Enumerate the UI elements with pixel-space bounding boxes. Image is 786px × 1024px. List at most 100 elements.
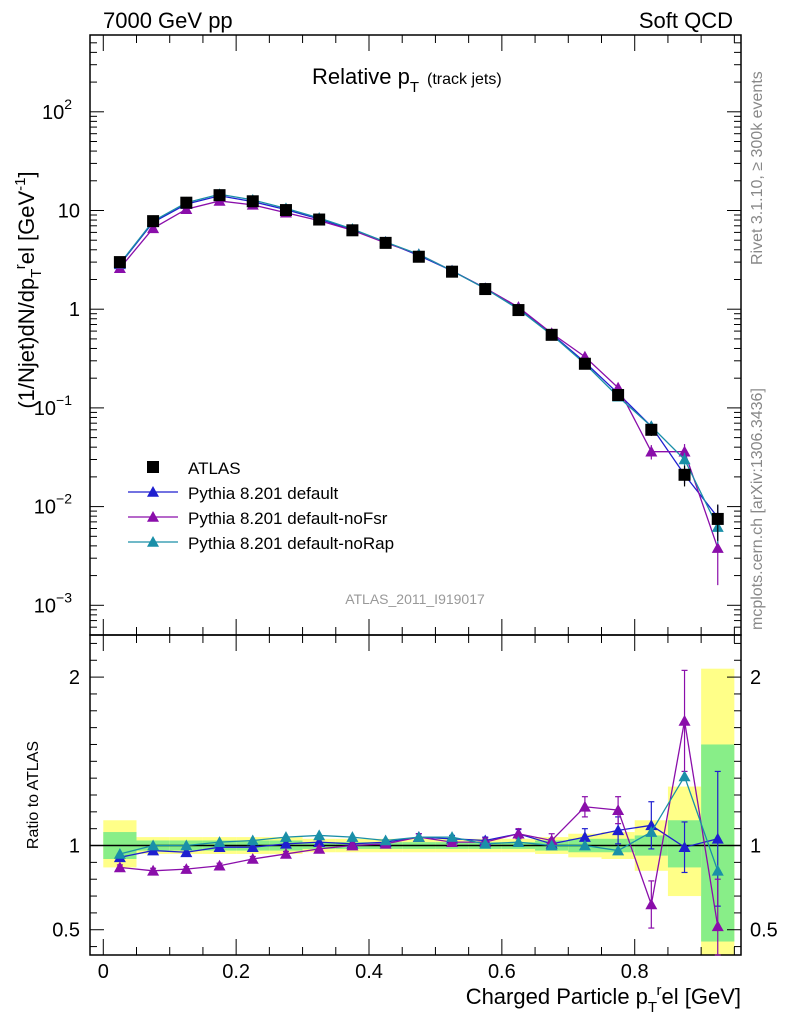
ratio-data-point-triangle (612, 824, 625, 836)
data-point-square (545, 328, 558, 341)
data-point-square (180, 196, 193, 209)
y-label-main: (1/Njet)dN/dp (14, 278, 39, 409)
y-label-sub: T (28, 269, 45, 278)
x-axis-label: Charged Particle pTrel [GeV] (466, 982, 741, 1016)
ratio-data-point-triangle (612, 804, 625, 815)
ratio-data-point-triangle (246, 834, 259, 846)
data-point-square (147, 215, 160, 228)
data-point-square (313, 213, 326, 226)
plot-title-main: Relative p (312, 64, 410, 89)
ratio-series-line (119, 720, 719, 927)
y-tick-label: 10 (58, 200, 80, 222)
data-point-square (446, 265, 459, 278)
ratio-data-point-triangle (512, 827, 525, 839)
ratio-data-point-triangle (213, 859, 226, 871)
ratio-data-point-triangle (578, 831, 591, 842)
y-tick-label-exp: −2 (56, 491, 72, 507)
ratio-data-point-triangle (612, 844, 625, 856)
ratio-data-point-triangle (711, 832, 724, 844)
ratio-data-point-triangle (313, 836, 326, 847)
data-point-triangle (678, 445, 691, 457)
y-tick-label: 102 (42, 96, 72, 124)
ratio-y-axis-label: Ratio to ATLAS (25, 741, 42, 849)
data-point-triangle (678, 453, 691, 465)
y-label-close: ] (14, 171, 39, 177)
data-point-square (213, 189, 226, 202)
ratio-series-layer (113, 669, 724, 956)
data-point-square (678, 468, 691, 481)
x-label-sup: r (657, 982, 662, 999)
ratio-data-point-triangle (678, 770, 691, 782)
data-point-triangle (711, 542, 724, 553)
main-x-ticks (102, 35, 735, 635)
x-label-tail: el [GeV] (662, 984, 741, 1009)
legend-marker-triangle (147, 536, 159, 547)
ratio-data-point-triangle (113, 861, 126, 873)
plot-title-tail: (track jets) (427, 71, 502, 88)
ratio-data-point-triangle (512, 836, 525, 847)
ratio-x-axis: 0 0.2 0.4 0.6 0.8 (98, 635, 735, 983)
data-point-square (612, 389, 625, 402)
mcplots-label: mcplots.cern.ch [arXiv:1306.3436] (749, 388, 766, 630)
ratio-data-point-triangle (645, 898, 658, 910)
ratio-data-point-triangle (147, 839, 160, 851)
ratio-y-tick-label-right: 1 (750, 836, 761, 858)
data-point-square (711, 512, 724, 525)
ratio-data-point-triangle (479, 837, 492, 849)
ratio-data-point-triangle (113, 847, 126, 859)
header-right: Soft QCD (639, 8, 733, 33)
ratio-data-point-triangle (379, 834, 392, 846)
main-series-layer (113, 188, 724, 586)
data-point-triangle (147, 222, 160, 234)
ratio-data-point-triangle (346, 839, 359, 851)
x-tick-label: 0.8 (621, 961, 649, 983)
y-tick-label: 10−1 (34, 392, 72, 420)
data-point-square (512, 304, 525, 317)
plot-title: Relative pT (track jets) (312, 64, 502, 96)
ratio-data-point-triangle (645, 826, 658, 837)
ratio-y-tick-label: 2 (69, 667, 80, 689)
ratio-data-point-triangle (147, 864, 160, 876)
y-label-sup: r (12, 264, 29, 269)
y-tick-label-exp: 2 (64, 96, 72, 112)
ratio-data-point-triangle (180, 839, 193, 851)
ratio-data-point-triangle (279, 837, 292, 849)
ratio-data-point-triangle (279, 847, 292, 859)
data-point-square (113, 256, 126, 269)
x-tick-label: 0.6 (488, 961, 516, 983)
legend-marker-square (147, 461, 159, 473)
ratio-data-point-triangle (279, 831, 292, 842)
ratio-data-point-triangle (412, 831, 425, 842)
y-tick-label: 1 (69, 299, 80, 321)
data-point-square (379, 236, 392, 249)
ratio-y-tick-label: 0.5 (52, 920, 80, 942)
x-label-sub: T (648, 999, 657, 1016)
ratio-y-tick-label-right: 0.5 (750, 920, 778, 942)
ratio-data-point-triangle (246, 853, 259, 864)
ratio-data-point-triangle (313, 842, 326, 854)
data-point-square (412, 250, 425, 263)
data-point-square (346, 224, 359, 237)
ratio-data-point-triangle (213, 836, 226, 847)
legend-label: Pythia 8.201 default (188, 484, 339, 503)
ratio-data-point-triangle (180, 863, 193, 874)
data-point-square (578, 357, 591, 370)
ratio-data-point-triangle (711, 864, 724, 876)
ratio-data-point-triangle (180, 846, 193, 858)
legend: ATLAS Pythia 8.201 default Pythia 8.201 de… (128, 459, 394, 553)
ratio-data-point-triangle (246, 841, 259, 853)
ratio-plot-frame (89, 634, 742, 956)
y-tick-label: 10−3 (34, 589, 72, 617)
x-tick-label: 0 (98, 961, 109, 983)
data-point-square (246, 195, 259, 208)
ratio-y-tick-label-right: 2 (750, 667, 761, 689)
data-point-square (279, 204, 292, 217)
ratio-y-axis: 0.5 0.5 1 1 2 2 (52, 642, 778, 948)
x-tick-label: 0.4 (355, 961, 383, 983)
ratio-data-point-triangle (711, 920, 724, 932)
y-tick-label-exp: −1 (56, 392, 72, 408)
y-tick-label: 10−2 (34, 491, 72, 519)
data-point-triangle (645, 445, 658, 457)
x-tick-label: 0.2 (222, 961, 250, 983)
legend-label: Pythia 8.201 default-noFsr (188, 509, 388, 528)
